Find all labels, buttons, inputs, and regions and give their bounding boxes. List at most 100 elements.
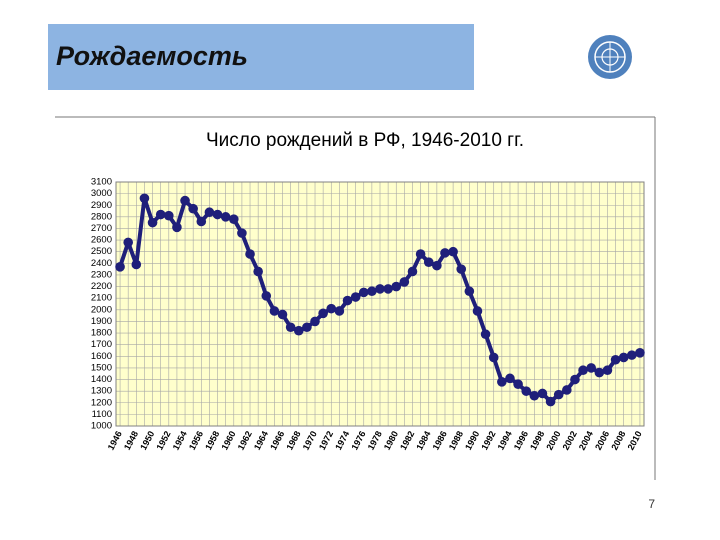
x-tick-label: 1954 xyxy=(171,429,189,451)
y-tick-label: 2700 xyxy=(91,223,112,234)
y-tick-label: 3100 xyxy=(91,177,112,188)
marker xyxy=(326,303,337,314)
marker xyxy=(228,214,239,224)
marker xyxy=(342,295,353,306)
x-tick-label: 1960 xyxy=(219,429,237,451)
y-tick-label: 2800 xyxy=(91,211,112,222)
header-band xyxy=(48,24,474,90)
marker xyxy=(545,396,556,407)
plot: 1000110012001300140015001600170018001900… xyxy=(91,177,645,452)
y-tick-label: 1800 xyxy=(91,328,112,339)
marker xyxy=(318,308,328,319)
marker xyxy=(123,237,133,248)
marker xyxy=(505,373,515,384)
page-number: 7 xyxy=(648,497,655,511)
marker xyxy=(383,284,393,294)
y-tick-label: 1000 xyxy=(91,421,112,432)
marker xyxy=(367,286,377,297)
x-tick-label: 1982 xyxy=(398,429,416,451)
y-tick-label: 2900 xyxy=(91,200,112,211)
marker xyxy=(391,281,402,292)
marker xyxy=(610,354,621,365)
x-tick-label: 1980 xyxy=(382,429,400,451)
y-tick-label: 1600 xyxy=(91,351,112,362)
x-tick-label: 1958 xyxy=(203,429,221,451)
y-tick-label: 3000 xyxy=(91,188,112,199)
x-tick-label: 1962 xyxy=(236,429,254,451)
x-tick-label: 1952 xyxy=(154,429,172,451)
y-tick-label: 2300 xyxy=(91,269,112,280)
marker xyxy=(350,292,361,302)
marker xyxy=(196,216,207,227)
marker xyxy=(480,329,491,340)
x-tick-label: 1990 xyxy=(463,429,481,451)
marker xyxy=(635,348,645,358)
y-tick-label: 1300 xyxy=(91,386,112,397)
marker xyxy=(269,306,280,316)
y-tick-label: 2000 xyxy=(91,304,112,315)
marker xyxy=(253,266,263,277)
x-tick-label: 1994 xyxy=(496,429,514,451)
marker xyxy=(521,386,532,396)
marker xyxy=(139,193,150,204)
x-tick-label: 2010 xyxy=(626,429,644,451)
x-tick-label: 1984 xyxy=(414,429,432,451)
marker xyxy=(472,306,483,316)
x-tick-label: 1968 xyxy=(284,429,302,451)
marker xyxy=(423,257,434,267)
y-tick-label: 2600 xyxy=(91,235,112,246)
marker xyxy=(529,390,540,401)
marker xyxy=(245,249,255,259)
chart-title: Число рождений в РФ, 1946-2010 гг. xyxy=(206,130,524,151)
marker xyxy=(285,322,296,333)
y-tick-label: 2100 xyxy=(91,293,112,304)
marker xyxy=(172,222,182,233)
marker xyxy=(399,277,410,287)
x-tick-label: 1966 xyxy=(268,429,286,451)
x-tick-label: 1970 xyxy=(301,429,319,451)
x-tick-label: 1948 xyxy=(122,429,140,451)
marker xyxy=(188,203,198,214)
x-tick-label: 1976 xyxy=(349,429,367,451)
marker xyxy=(310,316,320,327)
marker xyxy=(164,210,174,221)
x-tick-label: 2004 xyxy=(577,429,595,451)
marker xyxy=(115,262,125,272)
y-tick-label: 1200 xyxy=(91,397,112,408)
marker xyxy=(237,228,247,238)
x-tick-label: 1998 xyxy=(528,429,546,451)
marker xyxy=(147,217,158,228)
marker xyxy=(553,389,564,400)
marker xyxy=(570,374,580,385)
y-tick-label: 1700 xyxy=(91,339,112,350)
y-tick-label: 1500 xyxy=(91,362,112,373)
marker xyxy=(537,388,548,399)
y-tick-label: 2200 xyxy=(91,281,112,292)
marker xyxy=(594,367,605,378)
x-tick-label: 1988 xyxy=(447,429,465,451)
y-tick-label: 1400 xyxy=(91,374,112,385)
x-tick-label: 1964 xyxy=(252,429,270,451)
x-tick-label: 1996 xyxy=(512,429,530,451)
marker xyxy=(180,195,190,206)
marker xyxy=(334,306,345,316)
marker xyxy=(131,259,142,270)
marker xyxy=(627,350,637,360)
plot-border xyxy=(115,181,645,427)
marker xyxy=(586,363,596,373)
marker xyxy=(432,260,442,271)
x-tick-label: 1978 xyxy=(366,429,384,451)
marker xyxy=(375,284,385,294)
marker xyxy=(358,287,369,298)
marker xyxy=(407,266,418,277)
x-tick-label: 2000 xyxy=(544,429,562,451)
marker xyxy=(488,352,499,363)
marker xyxy=(415,249,426,259)
marker xyxy=(562,385,572,395)
x-tick-label: 1956 xyxy=(187,429,205,451)
marker xyxy=(212,209,223,220)
y-tick-label: 2400 xyxy=(91,258,112,269)
marker xyxy=(440,248,450,258)
marker xyxy=(155,209,166,220)
x-tick-label: 1986 xyxy=(431,429,449,451)
